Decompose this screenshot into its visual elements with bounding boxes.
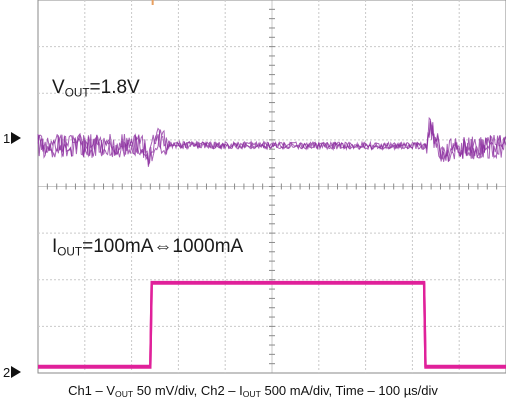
ch2-marker: 2	[3, 366, 22, 379]
iout-annotation: IOUT=100mA⇔1000mA	[52, 236, 244, 259]
series-ch1-vout	[37, 116, 506, 167]
chart-caption: Ch1 – VOUT 50 mV/div, Ch2 – IOUT 500 mA/…	[68, 383, 438, 400]
ch2-trace-pass	[38, 280, 506, 368]
ch1-trace-pass	[37, 122, 506, 163]
series-ch2-iout	[38, 280, 506, 369]
ch2-marker-arrow-icon	[11, 366, 22, 378]
ch1-marker: 1	[3, 132, 22, 145]
ch2-trace-pass	[38, 282, 506, 369]
ch1-marker-arrow-icon	[11, 132, 22, 144]
grid	[37, 0, 506, 374]
vout-annotation: VOUT=1.8V	[52, 77, 140, 100]
traces	[37, 116, 506, 369]
